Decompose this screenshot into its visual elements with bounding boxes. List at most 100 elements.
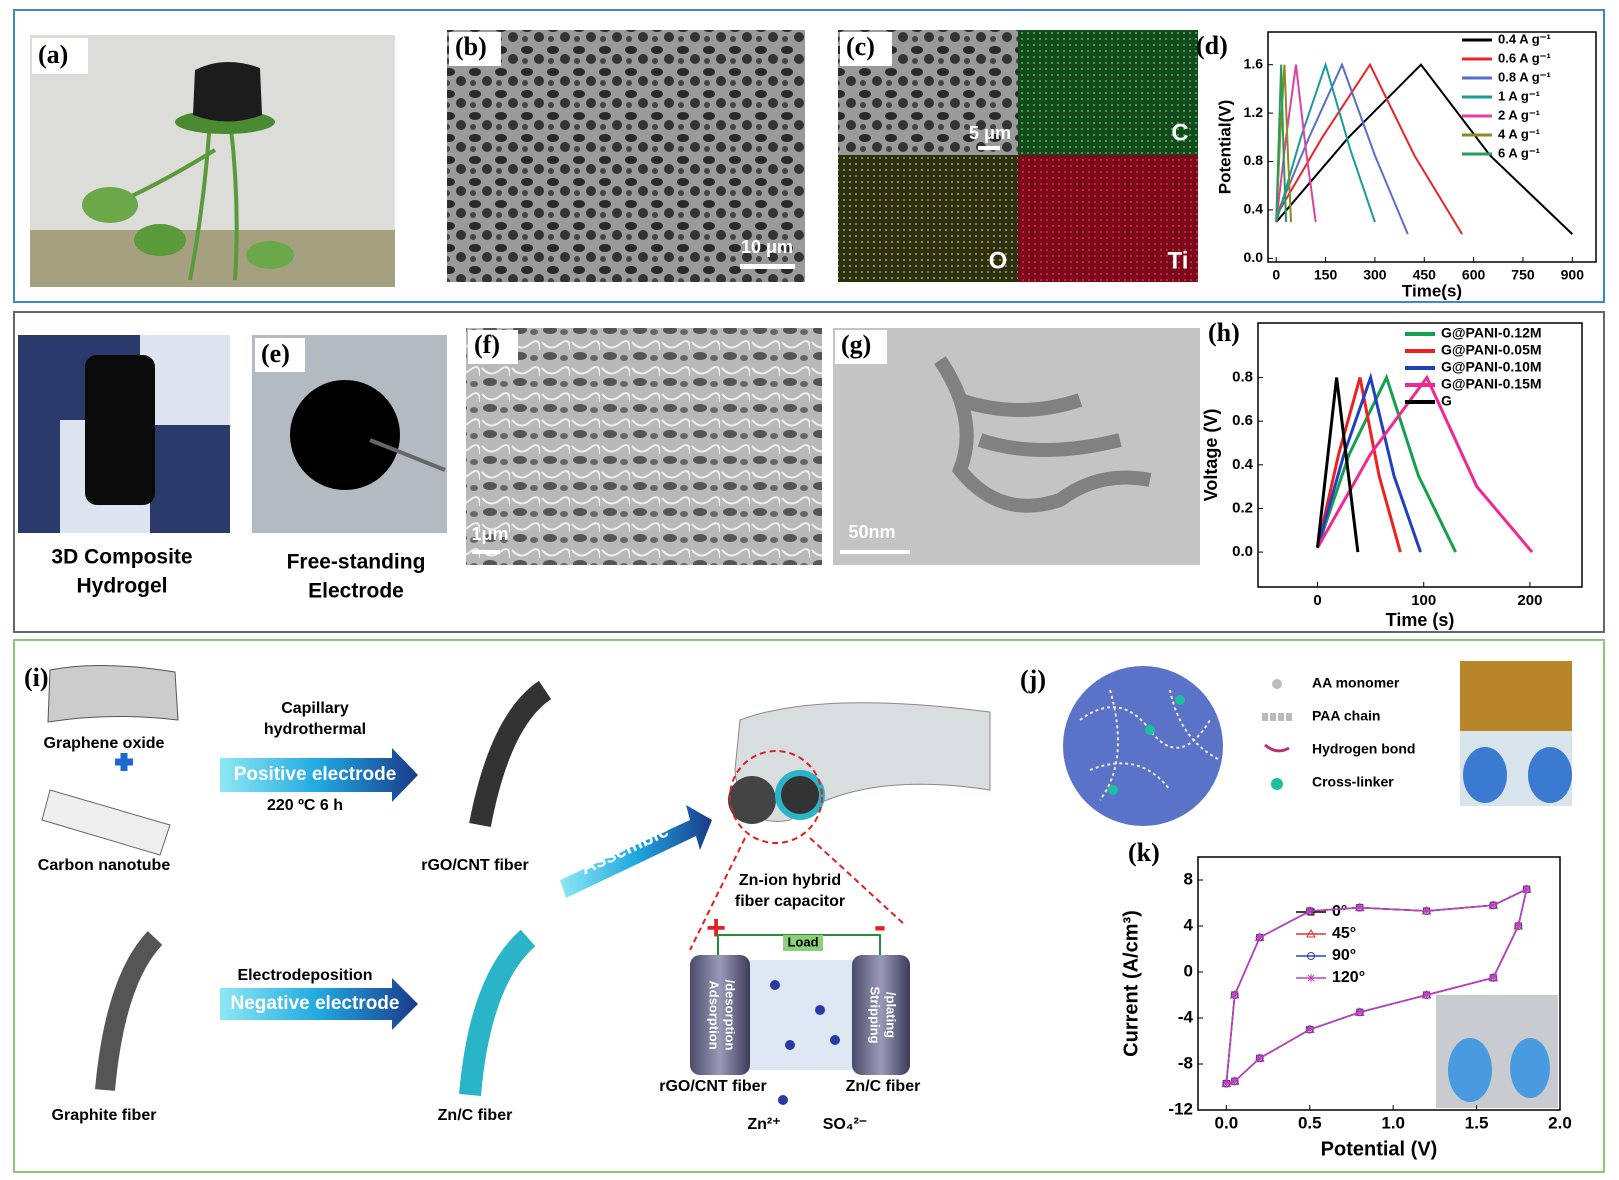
series-line [1315, 377, 1360, 553]
marker [1230, 1077, 1239, 1086]
dashed-arrow [689, 837, 906, 951]
label: fiber capacitor [735, 893, 845, 910]
y-tick-label: 4 [1184, 915, 1194, 934]
label: Carbon nanotube [38, 857, 171, 874]
legend-label: G [1441, 393, 1452, 409]
x-axis-label: Potential (V) [1321, 1138, 1438, 1160]
y-axis-label: Voltage (V) [1201, 409, 1221, 502]
x-tick-label: 0 [1313, 592, 1321, 609]
label: /desorption [723, 980, 738, 1051]
marker [1489, 901, 1498, 910]
legend-label: Hydrogen bond [1312, 741, 1415, 757]
label: Positive electrode [234, 764, 397, 785]
legend-label: 0.4 A g⁻¹ [1498, 31, 1551, 46]
x-tick-label: 0.0 [1215, 1113, 1239, 1132]
legend-label: 1 A g⁻¹ [1498, 88, 1540, 103]
label: rGO/CNT fiber [659, 1078, 767, 1095]
label: Zn/C fiber [438, 1107, 513, 1124]
ruler [1460, 661, 1572, 731]
marker [1255, 933, 1264, 942]
crosslinker [1108, 785, 1118, 795]
y-tick-label: 0.2 [1232, 499, 1253, 516]
leaf [246, 241, 294, 269]
legend-label: G@PANI-0.05M [1441, 342, 1542, 358]
x-tick-label: 900 [1561, 267, 1585, 283]
x-tick-label: 1.5 [1465, 1113, 1489, 1132]
glove [1510, 1038, 1550, 1098]
panel-label: (e) [261, 339, 290, 368]
legend-label: 120° [1332, 969, 1365, 986]
marker [1522, 885, 1531, 894]
marker [1514, 922, 1523, 930]
marker [1355, 1008, 1364, 1017]
legend-label: Cross-linker [1312, 774, 1394, 790]
map-label: C [1171, 119, 1188, 146]
map-label: O [989, 247, 1008, 274]
electrode [290, 380, 400, 490]
series-line [1275, 64, 1288, 223]
load-box [783, 935, 823, 951]
y-tick-label: -4 [1178, 1007, 1194, 1026]
legend-label: 0.8 A g⁻¹ [1498, 69, 1551, 84]
label: rGO/CNT fiber [421, 857, 529, 874]
label: Graphene oxide [44, 735, 165, 752]
y-tick-label: 0 [1184, 961, 1193, 980]
legend-icon [1271, 778, 1283, 790]
scale-bar [740, 264, 795, 269]
series-line [1275, 62, 1409, 235]
y-tick-label: 1.6 [1244, 55, 1264, 71]
series-line [1275, 63, 1574, 235]
label: Zn²⁺ [747, 1116, 780, 1133]
legend-label: 90° [1332, 947, 1356, 964]
legend-label: 2 A g⁻¹ [1498, 107, 1540, 122]
scale-bar [978, 146, 1000, 150]
label: /plating [884, 992, 899, 1038]
legend-label: 45° [1332, 925, 1356, 942]
scale-bar [840, 550, 910, 554]
label: Stripping [868, 986, 883, 1043]
x-tick-label: 300 [1363, 267, 1387, 283]
aerogel [193, 61, 262, 122]
leaf [82, 187, 138, 223]
legend-label: 0.6 A g⁻¹ [1498, 50, 1551, 65]
panel-label: (c) [846, 32, 875, 61]
x-tick-label: 100 [1411, 592, 1436, 609]
map-label: Ti [1168, 247, 1189, 274]
label: Graphite fiber [52, 1107, 157, 1124]
marker [1222, 1079, 1231, 1088]
map-image [838, 155, 1018, 282]
map-image [1018, 30, 1198, 155]
ion [830, 1035, 840, 1045]
label: SO₄²⁻ [823, 1116, 868, 1133]
x-tick-label: 750 [1511, 267, 1535, 283]
caption: Free-standing [287, 551, 426, 574]
scale-label: 1μm [471, 524, 508, 544]
caption: Hydrogel [76, 575, 167, 598]
label-box [32, 38, 88, 74]
photo-ground [30, 230, 395, 287]
x-axis-label: Time(s) [1402, 281, 1462, 300]
x-tick-label: 600 [1462, 267, 1486, 283]
symbol: + [706, 909, 726, 947]
x-tick-label: 2.0 [1548, 1113, 1572, 1132]
sem-image [466, 328, 822, 565]
plot-frame [1197, 856, 1561, 1111]
leaf [134, 224, 186, 256]
legend-label: 0° [1332, 903, 1347, 920]
y-axis-label: Potential(V) [1215, 100, 1234, 194]
fiber [459, 929, 536, 1096]
y-tick-label: 0.4 [1232, 456, 1254, 473]
frame [13, 9, 1605, 303]
series-line [1275, 61, 1376, 223]
x-axis-label: Time (s) [1386, 610, 1455, 630]
electrode [690, 955, 750, 1075]
label: 220 ºC 6 h [267, 797, 343, 814]
arrow [560, 805, 712, 898]
panel-label: (b) [455, 32, 487, 61]
fiber [95, 931, 163, 1091]
ion [785, 1040, 795, 1050]
marker [1305, 1025, 1314, 1034]
frame [13, 639, 1605, 1173]
tweezers [369, 438, 446, 472]
